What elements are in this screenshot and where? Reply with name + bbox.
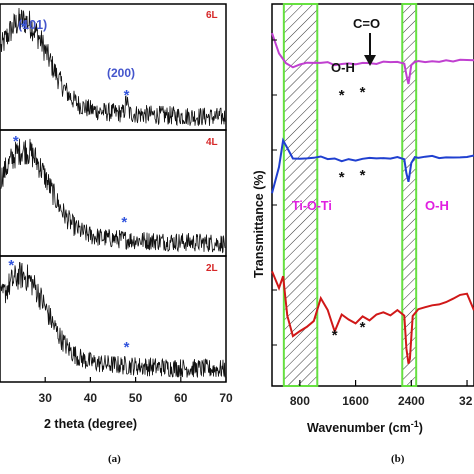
carbonyl-label: C=O [353,16,380,31]
xrd-panel: 30 40 50 60 70 * * * * * * 6L 4L 2L (101) (200) 2… [0,3,233,465]
xrd-x-axis-label: 2 theta (degree) [44,417,137,431]
xrd-frame-2L [0,255,227,383]
xrd-trace-6L [0,7,226,127]
ti-o-ti-label: Ti-O-Ti [292,199,332,213]
hydroxyl-label-mid: O-H [425,198,449,213]
miller-index-101: (101) [18,18,47,32]
ftir-x-tick-label: 800 [290,394,310,408]
ftir-band-hatch [283,4,318,386]
xrd-peak-star: * [8,257,14,274]
miller-index-200: (200) [107,66,135,80]
ftir-band-border [401,3,418,387]
ftir-x-tick-label: 1600 [342,394,369,408]
xrd-peak-star: * [13,133,19,150]
carbonyl-arrow [364,33,376,66]
xrd-x-tick-label: 40 [84,391,98,405]
xrd-trace-2L [0,261,226,378]
panel-label-b: (b) [391,453,405,465]
xrd-x-tick-label: 60 [174,391,188,405]
xrd-trace-4L [0,138,226,254]
ftir-x-axis-label: Wavenumber (cm-1) [307,419,423,435]
ftir-x-axis-unit-exponent: -1 [411,419,419,429]
ftir-x-tick-label: 2400 [398,394,425,408]
ftir-y-axis-label: Transmittance (%) [252,170,266,278]
xrd-layer-label-2L: 2L [206,263,218,274]
xrd-peak-star: * [21,19,27,36]
ftir-panel: 800 1600 2400 32 * * * * * * Transmittance (%) C… [252,3,474,465]
ftir-peak-star: * [360,167,366,184]
ftir-x-tick-label: 32 [459,394,473,408]
ftir-trace-6L [271,32,474,85]
ftir-frame [271,3,474,387]
xrd-x-tick-label: 50 [129,391,143,405]
ftir-band-hatch [402,4,417,386]
panel-label-a: (a) [108,453,121,465]
ftir-peak-star: * [339,169,345,186]
ftir-peak-star: * [332,327,338,344]
ftir-peak-star: * [360,319,366,336]
xrd-layer-label-6L: 6L [206,10,218,21]
xrd-peak-star: * [124,87,130,104]
xrd-x-tick-label: 30 [39,391,53,405]
xrd-x-tick-label: 70 [219,391,233,405]
xrd-peak-star: * [121,214,127,231]
ftir-trace-2L [271,270,474,364]
ftir-trace-4L [271,137,474,194]
xrd-layer-label-4L: 4L [206,137,218,148]
xrd-peak-star: * [124,339,130,356]
ftir-peak-star: * [360,84,366,101]
ftir-peak-star: * [339,87,345,104]
hydroxyl-label-top: O-H [331,60,355,75]
ftir-band-border [282,3,319,387]
